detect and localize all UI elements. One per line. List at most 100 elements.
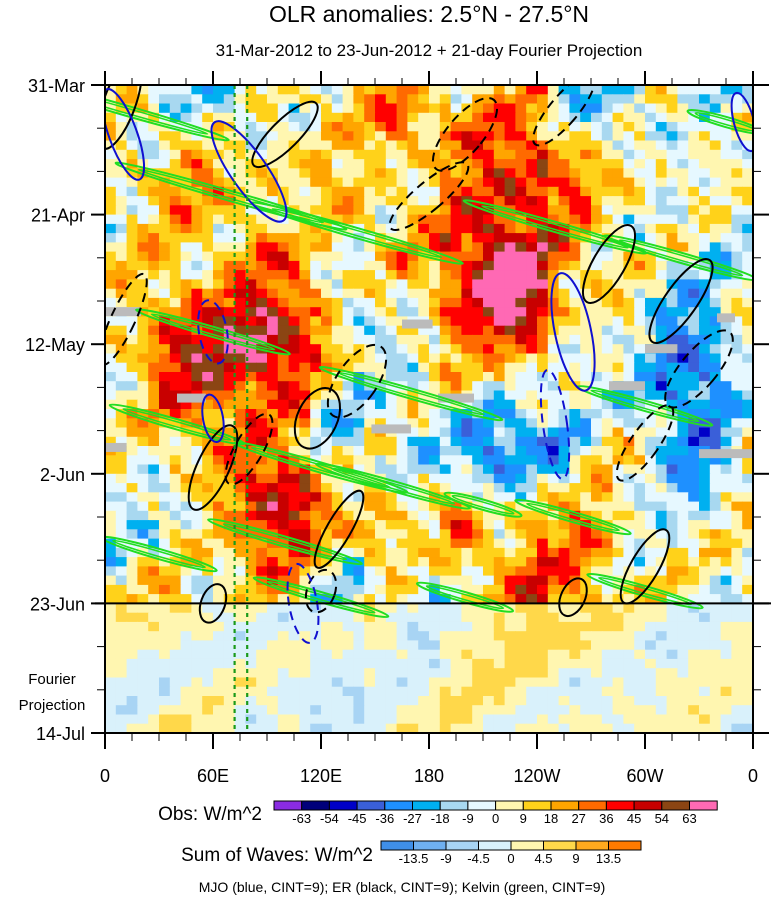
heat-cell: [580, 723, 592, 733]
heat-cell: [277, 455, 290, 466]
heat-cell: [526, 288, 538, 299]
heat-cell: [331, 483, 344, 493]
heat-cell: [526, 334, 538, 345]
heat-cell: [364, 205, 376, 216]
heat-cell: [720, 214, 732, 225]
heat-cell: [342, 390, 354, 401]
heat-cell: [202, 233, 214, 243]
er-contour: [558, 577, 588, 618]
heat-cell: [288, 658, 300, 669]
missing-data-patch: [371, 424, 411, 434]
heat-cell: [569, 149, 581, 160]
heat-cell: [288, 529, 300, 540]
heat-cell: [353, 242, 365, 253]
heat-cell: [375, 612, 387, 623]
heat-cell: [191, 399, 203, 410]
heat-cell: [580, 149, 592, 160]
heat-cell: [105, 122, 117, 132]
heat-cell: [547, 307, 560, 318]
heat-cell: [180, 122, 192, 132]
heat-cell: [709, 196, 722, 206]
heat-cell: [688, 621, 700, 632]
heat-cell: [483, 353, 495, 364]
heat-cell: [429, 705, 441, 716]
heat-cell: [267, 529, 279, 540]
heat-cell: [137, 723, 149, 733]
heat-cell: [202, 223, 214, 234]
heat-cell: [364, 316, 376, 327]
heat-cell: [439, 196, 452, 206]
heat-cell: [504, 168, 516, 179]
heat-cell: [191, 621, 203, 632]
heat-cell: [331, 714, 344, 725]
heat-cell: [688, 233, 700, 243]
heat-cell: [591, 473, 603, 484]
heat-cell: [385, 446, 398, 456]
heat-cell: [256, 196, 268, 206]
heat-cell: [396, 492, 408, 503]
heat-cell: [277, 696, 290, 706]
heat-cell: [677, 112, 689, 123]
heat-cell: [191, 473, 203, 484]
heat-cell: [299, 714, 311, 725]
heat-cell: [450, 186, 462, 197]
heat-cell: [504, 631, 516, 642]
heat-cell: [450, 510, 462, 521]
kelvin-contour: [222, 523, 348, 561]
heat-cell: [731, 658, 743, 669]
heat-cell: [169, 529, 182, 540]
heat-cell: [310, 362, 322, 373]
heat-cell: [655, 705, 668, 716]
heat-cell: [612, 612, 624, 623]
heat-cell: [115, 658, 128, 669]
heat-cell: [385, 168, 398, 179]
heat-cell: [601, 242, 614, 253]
colorbar-swatch: [495, 800, 524, 811]
heat-cell: [709, 223, 722, 234]
heat-cell: [688, 723, 700, 733]
heat-cell: [159, 196, 171, 206]
heat-cell: [148, 205, 160, 216]
colorbar-level-label: 27: [571, 811, 585, 826]
heat-cell: [439, 140, 452, 151]
heat-cell: [364, 344, 376, 355]
heat-cell: [180, 723, 192, 733]
heat-cell: [256, 446, 268, 456]
heat-cell: [569, 705, 581, 716]
heat-cell: [364, 270, 376, 280]
heat-cell: [450, 334, 462, 345]
heat-cell: [105, 547, 117, 558]
heat-cell: [720, 168, 732, 179]
heat-cell: [461, 242, 473, 253]
heat-cell: [688, 103, 700, 114]
heat-cell: [364, 510, 376, 521]
heat-cell: [526, 677, 538, 688]
heat-cell: [159, 492, 171, 503]
heat-cell: [180, 260, 192, 271]
heat-cell: [483, 547, 495, 558]
heat-cell: [342, 436, 354, 447]
heat-cell: [591, 270, 603, 280]
heat-cell: [202, 510, 214, 521]
heat-cell: [591, 168, 603, 179]
heat-cell: [709, 205, 722, 216]
heat-cell: [277, 325, 290, 336]
heat-cell: [256, 112, 268, 123]
heat-cell: [223, 159, 236, 169]
heat-cell: [115, 168, 128, 179]
heat-cell: [591, 297, 603, 308]
heat-cell: [601, 446, 614, 456]
heat-cell: [461, 696, 473, 706]
heat-cell: [396, 483, 408, 493]
heat-cell: [234, 594, 246, 604]
heat-cell: [213, 205, 225, 216]
heat-cell: [126, 649, 138, 660]
heat-cell: [105, 334, 117, 345]
heat-cell: [655, 538, 668, 549]
heat-cell: [558, 658, 570, 669]
heat-cell: [375, 85, 387, 95]
heat-cell: [321, 501, 333, 512]
heat-cell: [407, 705, 419, 716]
heat-cell: [180, 149, 192, 160]
